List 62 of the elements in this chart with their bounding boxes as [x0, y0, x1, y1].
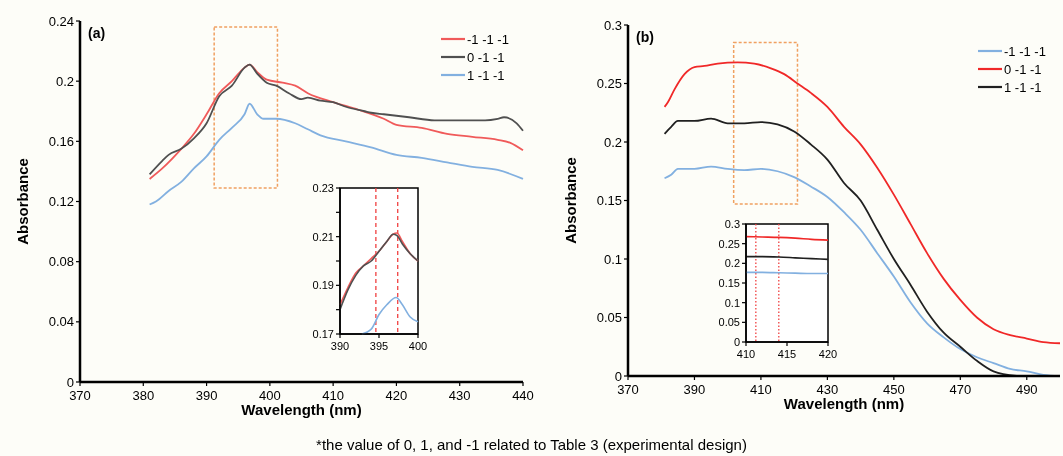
legend-label: -1 -1 -1 [467, 32, 509, 47]
y-tick-label: 0.3 [724, 217, 740, 230]
x-tick-label: 370 [617, 382, 639, 397]
x-tick-label: 410 [322, 388, 344, 403]
y-tick-label: 0.05 [718, 316, 740, 329]
x-tick-label: 420 [818, 348, 838, 360]
y-tick-label: 0.3 [603, 17, 622, 33]
y-tick-label: 0.24 [48, 13, 74, 29]
y-tick-label: 0 [733, 335, 740, 348]
x-tick-label: 410 [750, 382, 772, 397]
y-tick-label: 0.25 [718, 237, 740, 250]
legend-label: 1 -1 -1 [1004, 80, 1042, 95]
x-tick-label: 400 [259, 388, 281, 403]
legend-label: 0 -1 -1 [467, 50, 505, 65]
y-tick-label: 0.16 [48, 133, 74, 149]
line-series [361, 296, 419, 335]
x-tick-label: 470 [949, 382, 972, 397]
line-series [148, 102, 524, 206]
y-tick-label: 0.04 [48, 314, 74, 330]
x-tick-label: 370 [69, 388, 91, 403]
x-tick-label: 400 [408, 340, 428, 352]
y-tick-label: 0.23 [312, 181, 334, 194]
x-tick-label: 490 [1015, 382, 1038, 397]
y-tick-label: 0 [614, 368, 622, 384]
chart-title: (a) [88, 25, 106, 41]
x-tick-label: 395 [369, 340, 389, 352]
y-tick-label: 0.2 [724, 257, 740, 270]
y-tick-label: 0.19 [312, 279, 334, 292]
y-tick-label: 0.1 [603, 251, 622, 267]
y-tick-label: 0.08 [48, 254, 74, 270]
y-tick-label: 0.05 [596, 310, 622, 326]
y-tick-label: 0.1 [724, 296, 740, 309]
y-tick-label: 0.15 [718, 276, 740, 289]
x-tick-label: 450 [882, 382, 905, 397]
y-axis-title: Absorbance [562, 157, 579, 244]
y-tick-label: 0 [66, 374, 74, 390]
legend-label: 1 -1 -1 [467, 68, 505, 83]
x-tick-label: 390 [683, 382, 706, 397]
legend-label: 0 -1 -1 [1004, 62, 1042, 77]
y-tick-label: 0.2 [55, 73, 74, 89]
x-tick-label: 415 [777, 348, 797, 360]
line-series [663, 61, 1061, 345]
y-tick-label: 0.2 [603, 134, 622, 150]
y-axis-title: Absorbance [14, 158, 31, 245]
x-tick-label: 380 [132, 388, 155, 403]
text: *the value of 0, 1, and -1 related to Table 3 (experimental design) [316, 436, 747, 453]
y-tick-label: 0.12 [48, 194, 74, 210]
x-tick-label: 420 [385, 388, 408, 403]
x-tick-label: 430 [816, 382, 839, 397]
legend-label: -1 -1 -1 [1004, 44, 1046, 59]
y-tick-label: 0.15 [596, 193, 622, 209]
chart-title: (b) [636, 29, 654, 45]
x-tick-label: 430 [448, 388, 471, 403]
x-tick-label: 440 [512, 388, 534, 403]
y-tick-label: 0.25 [596, 76, 622, 92]
x-tick-label: 390 [195, 388, 218, 403]
x-tick-label: 410 [736, 348, 756, 360]
x-axis-title: Wavelength (nm) [241, 401, 362, 418]
y-tick-label: 0.17 [312, 327, 334, 340]
x-tick-label: 390 [330, 340, 350, 352]
x-axis-title: Wavelength (nm) [783, 395, 905, 412]
y-tick-label: 0.21 [312, 230, 334, 243]
